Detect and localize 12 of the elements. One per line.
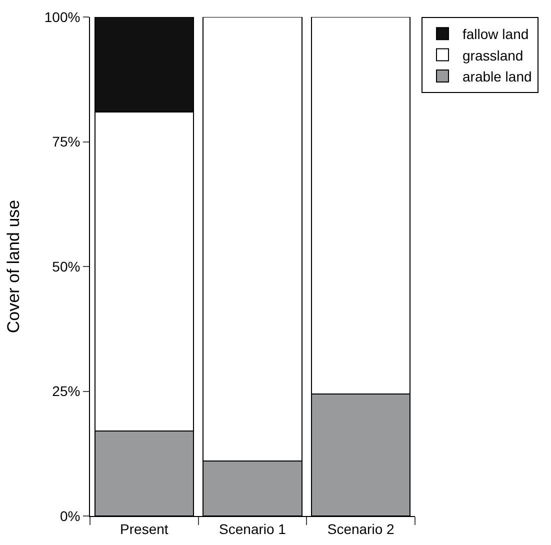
y-tick-label: 0% xyxy=(60,508,80,524)
x-tick-label: Present xyxy=(120,520,168,537)
x-tick-label: Scenario 1 xyxy=(219,520,286,537)
legend-label: arable land xyxy=(462,68,532,84)
y-tick-label: 75% xyxy=(52,134,80,150)
y-axis-title: Cover of land use xyxy=(4,200,23,334)
y-tick-label: 50% xyxy=(52,258,80,274)
x-tick-label: Scenario 2 xyxy=(327,520,395,537)
legend-label: grassland xyxy=(462,47,524,64)
y-tick-label: 100% xyxy=(44,8,80,25)
legend-label: fallow land xyxy=(462,26,529,42)
y-tick-label: 25% xyxy=(52,383,80,400)
